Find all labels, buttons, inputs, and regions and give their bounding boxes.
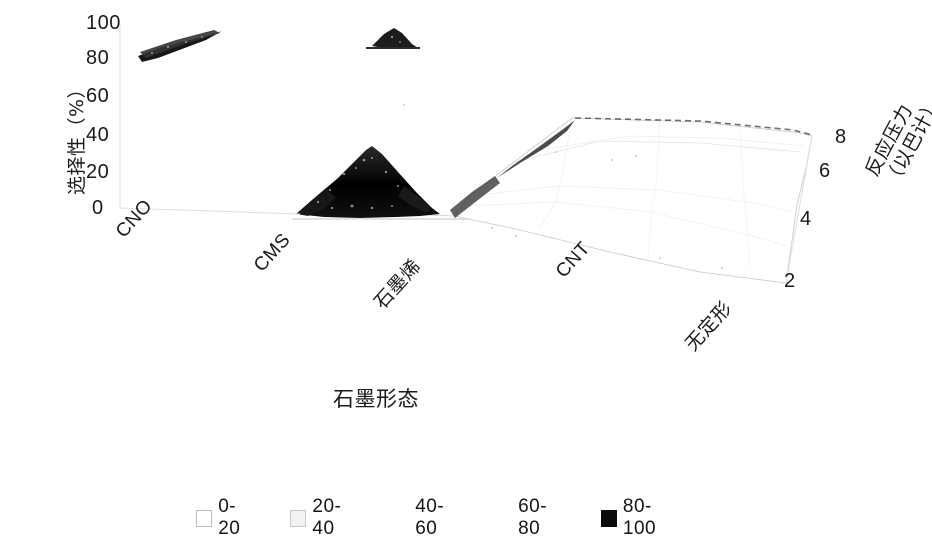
legend-label-0-20: 0-20 [218,496,256,540]
x-axis-title: 石墨形态 [333,383,419,413]
legend-item-80-100[interactable]: 80-100 [601,496,682,540]
y-tick-0: 0 [92,197,104,220]
legend-item-40-60[interactable]: 40-60 [395,496,464,540]
legend-swatch-icon-60-80 [498,511,512,526]
peak-surface-cno [138,30,222,62]
peak-surface-cms [292,146,470,219]
surface-back-rim [575,118,812,135]
z-tick-6: 6 [819,160,831,183]
axis-lines [120,24,812,283]
legend-swatch-icon-20-40 [290,510,306,527]
y-tick-100: 100 [86,12,121,35]
peak-surface-top-center [366,28,420,48]
legend-label-80-100: 80-100 [623,496,682,540]
legend: 0-20 20-40 40-60 60-80 80-100 [196,503,716,533]
y-tick-60: 60 [86,85,109,108]
legend-item-60-80[interactable]: 60-80 [498,496,567,540]
y-axis-title: 选择性（%） [62,79,89,195]
left-ascending-ridge [450,120,575,218]
legend-label-40-60: 40-60 [415,496,464,540]
legend-item-20-40[interactable]: 20-40 [290,496,361,540]
legend-swatch-icon-80-100 [601,510,617,527]
legend-label-20-40: 20-40 [312,496,361,540]
z-tick-8: 8 [835,126,847,149]
y-tick-20: 20 [86,161,109,184]
scan-speckle [403,104,723,269]
y-tick-80: 80 [86,47,109,70]
legend-item-0-20[interactable]: 0-20 [196,496,256,540]
z-tick-2: 2 [784,270,796,293]
z-tick-4: 4 [800,208,812,231]
legend-swatch-icon-40-60 [395,511,409,526]
legend-label-60-80: 60-80 [518,496,567,540]
legend-swatch-icon-0-20 [196,510,212,527]
y-tick-40: 40 [86,124,109,147]
